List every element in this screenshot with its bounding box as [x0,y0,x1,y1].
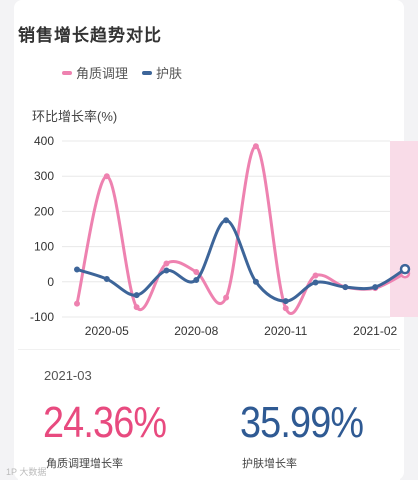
data-point-0 [133,304,140,311]
data-point-0 [103,173,110,180]
legend-item-keratin[interactable]: 角质调理 [62,63,128,82]
legend-label-skincare: 护肤 [156,66,183,81]
y-tick-label: 300 [34,169,54,183]
x-tick-label: 2021-02 [353,324,397,338]
legend-swatch-keratin [62,70,72,75]
summary-date: 2021-03 [44,368,92,383]
skincare-growth-value: 35.99% [240,398,364,447]
data-point-0 [223,294,230,301]
data-point-1 [312,279,319,286]
legend-label-keratin: 角质调理 [76,66,129,81]
data-point-1 [133,292,140,299]
y-tick-label: -100 [30,310,54,324]
data-point-0 [312,272,319,279]
data-point-1 [223,217,230,224]
watermark: 1P 大数据 [6,467,47,477]
summary-panel [18,350,400,480]
x-tick-label: 2020-08 [174,324,218,338]
y-tick-label: 200 [34,204,54,218]
data-point-1 [103,275,110,282]
data-point-1 [399,263,411,275]
data-point-1 [74,266,80,273]
y-tick-label: 400 [34,134,54,148]
chart-title: 销售增长趋势对比 [18,26,162,45]
x-tick-label: 2020-11 [264,324,307,338]
highlight-band [390,141,418,317]
data-point-0 [193,268,200,275]
data-point-0 [163,260,170,267]
keratin-growth-value: 24.36% [43,398,167,447]
x-tick-label: 2020-05 [85,324,129,338]
legend-item-skincare[interactable]: 护肤 [142,63,182,82]
keratin-growth-label: 角质调理增长率 [46,458,123,470]
data-point-1 [163,267,170,274]
y-tick-label: 100 [34,240,54,254]
data-point-0 [252,143,259,150]
y-tick-label: 0 [47,275,54,289]
divider [18,349,400,350]
data-point-0 [74,300,80,307]
data-point-1 [372,284,379,291]
data-point-1 [193,277,200,284]
data-point-1 [252,278,259,285]
y-axis-title: 环比增长率(%) [32,109,118,124]
legend-swatch-skincare [142,70,153,75]
data-point-0 [282,305,289,312]
legend: 角质调理 护肤 [62,63,182,82]
line-chart: -100 0 100 200 300 400 2020-05 2020-08 2020-11 20… [30,134,418,338]
data-point-1 [282,298,289,305]
data-point-1 [342,284,349,291]
skincare-growth-label: 护肤增长率 [242,458,297,470]
